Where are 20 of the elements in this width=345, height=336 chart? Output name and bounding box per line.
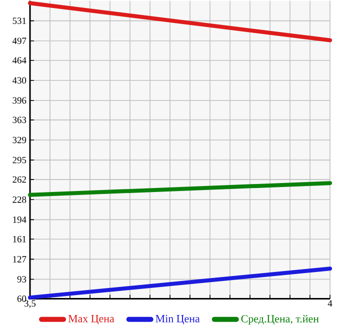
y-tick-label: 228 [12,196,26,203]
y-tick-label: 531 [12,18,26,24]
y-tick-label: 396 [12,97,26,104]
y-tick-label: 464 [12,57,26,64]
y-tick-label: 194 [13,216,26,223]
y-tick-label: 262 [12,176,26,183]
legend-label: Сред.Цена, т.йен [241,314,319,325]
legend-label: Min Цена [156,315,200,325]
y-tick-label: 127 [13,256,26,262]
y-tick-label: 363 [12,116,26,124]
y-tick-label: 430 [12,77,26,84]
y-tick-label: 329 [12,136,26,144]
legend-label: Max Цена [68,315,114,325]
y-tick-label: 295 [12,157,26,164]
y-tick-label: 161 [13,236,26,242]
y-tick-label: 497 [12,38,26,44]
x-tick-label: 4 [328,300,332,307]
y-tick-label: 93 [17,276,26,283]
x-tick-label: 3,5 [24,300,36,308]
y-tick-label: 60 [17,296,26,302]
